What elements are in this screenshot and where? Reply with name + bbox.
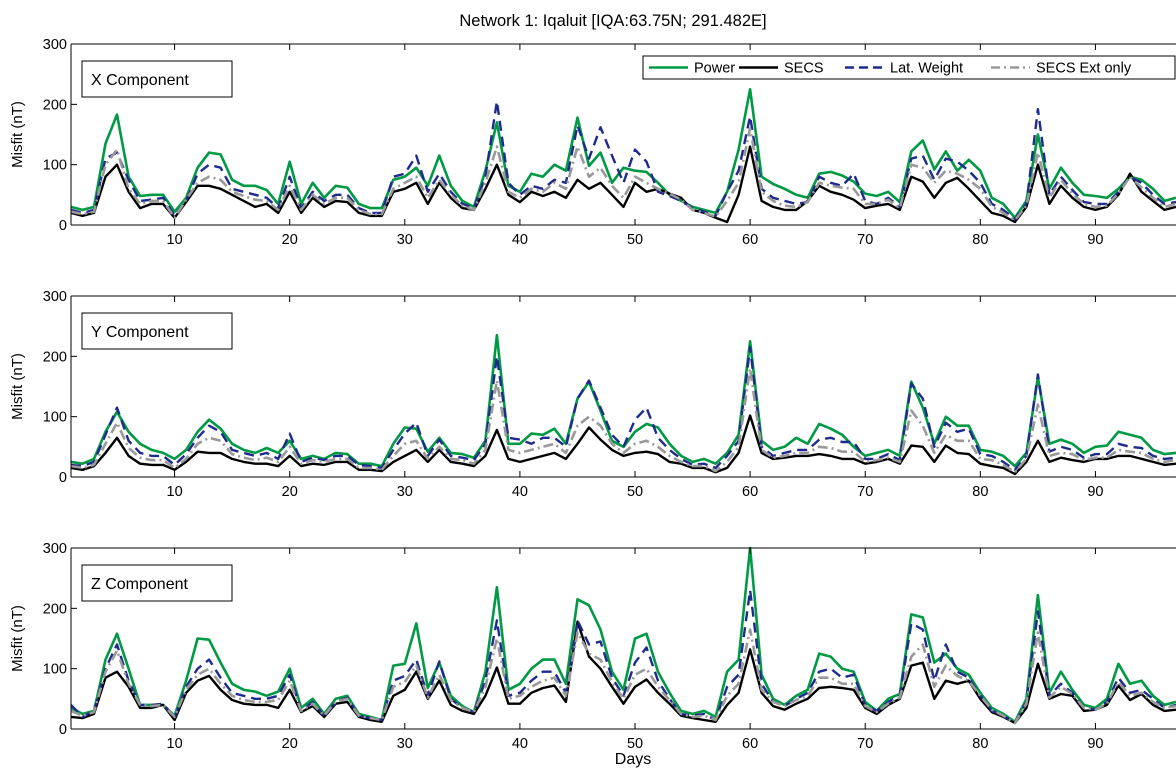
y-tick-label: 100 — [43, 662, 67, 678]
series-group — [71, 546, 1176, 725]
x-tick-label: 80 — [972, 232, 988, 248]
panel-2: 0 100 200 300 10 20 30 40 50 60 70 80 90 Misfit (nT) Y… — [9, 289, 1176, 500]
x-tick-label: 60 — [742, 736, 758, 752]
y-axis-label: Misfit (nT) — [9, 353, 26, 420]
legend-label: SECS Ext only — [1036, 61, 1132, 77]
y-tick-label: 100 — [43, 158, 67, 174]
y-axis-label: Misfit (nT) — [9, 605, 26, 672]
x-tick-label: 10 — [167, 232, 183, 248]
x-tick-label: 10 — [167, 484, 183, 500]
panel-1: 0 100 200 300 10 20 30 40 50 60 70 80 90 Misfit (nT) X… — [9, 37, 1176, 248]
series-line-secs-ext-only — [71, 127, 1176, 222]
series-line-secs-ext-only — [71, 367, 1176, 474]
x-tick-label: 90 — [1087, 232, 1103, 248]
y-tick-label: 300 — [43, 541, 67, 557]
x-tick-label: 50 — [627, 736, 643, 752]
legend: Power SECS Lat. Weight SECS Ext only — [642, 55, 1176, 80]
y-tick-label: 0 — [59, 470, 67, 486]
x-tick-label: 40 — [512, 232, 528, 248]
y-tick-label: 0 — [59, 722, 67, 738]
x-tick-label: 90 — [1087, 484, 1103, 500]
y-tick-label: 0 — [59, 218, 67, 234]
y-tick-label: 300 — [43, 289, 67, 305]
x-tick-label: 60 — [742, 484, 758, 500]
series-line-lat-weight — [71, 100, 1176, 221]
series-line-power — [71, 546, 1176, 724]
x-tick-label: 40 — [512, 484, 528, 500]
x-tick-label: 20 — [282, 484, 298, 500]
x-tick-label: 70 — [857, 736, 873, 752]
x-tick-label: 10 — [167, 736, 183, 752]
x-tick-label: 70 — [857, 484, 873, 500]
x-tick-label: 70 — [857, 232, 873, 248]
x-tick-label: 90 — [1087, 736, 1103, 752]
series-line-power — [71, 333, 1176, 468]
x-tick-label: 30 — [397, 232, 413, 248]
legend-label: Lat. Weight — [890, 61, 963, 77]
series-line-power — [71, 88, 1176, 220]
y-tick-label: 200 — [43, 349, 67, 365]
legend-label: SECS — [784, 61, 824, 77]
x-axis-label: Days — [615, 751, 651, 768]
figure-title: Network 1: Iqaluit [IQA:63.75N; 291.482E… — [459, 12, 766, 30]
series-line-secs-ext-only — [71, 628, 1176, 725]
x-tick-label: 80 — [972, 484, 988, 500]
series-line-secs — [71, 414, 1176, 476]
x-tick-label: 50 — [627, 232, 643, 248]
y-tick-label: 300 — [43, 37, 67, 53]
y-tick-label: 100 — [43, 410, 67, 426]
series-group — [71, 333, 1176, 476]
x-tick-label: 50 — [627, 484, 643, 500]
y-axis-label: Misfit (nT) — [9, 101, 26, 168]
x-tick-label: 20 — [282, 736, 298, 752]
component-label: X Component — [81, 60, 233, 98]
series-line-secs — [71, 145, 1176, 224]
component-title: X Component — [91, 72, 189, 89]
panel-3: 0 100 200 300 10 20 30 40 50 60 70 80 90 Misfit (nT) Z… — [9, 541, 1176, 752]
series-group — [71, 88, 1176, 224]
legend-box — [642, 55, 1176, 80]
series-line-secs — [71, 620, 1176, 725]
legend-label: Power — [694, 61, 735, 77]
y-tick-label: 200 — [43, 601, 67, 617]
x-tick-label: 30 — [397, 484, 413, 500]
component-label: Y Component — [81, 312, 233, 350]
component-label: Z Component — [81, 564, 233, 602]
x-tick-label: 60 — [742, 232, 758, 248]
x-tick-label: 40 — [512, 736, 528, 752]
series-line-lat-weight — [71, 346, 1176, 471]
component-title: Z Component — [91, 576, 188, 593]
component-title: Y Component — [91, 324, 189, 341]
x-tick-label: 30 — [397, 736, 413, 752]
x-tick-label: 20 — [282, 232, 298, 248]
x-tick-label: 80 — [972, 736, 988, 752]
y-tick-label: 200 — [43, 97, 67, 113]
